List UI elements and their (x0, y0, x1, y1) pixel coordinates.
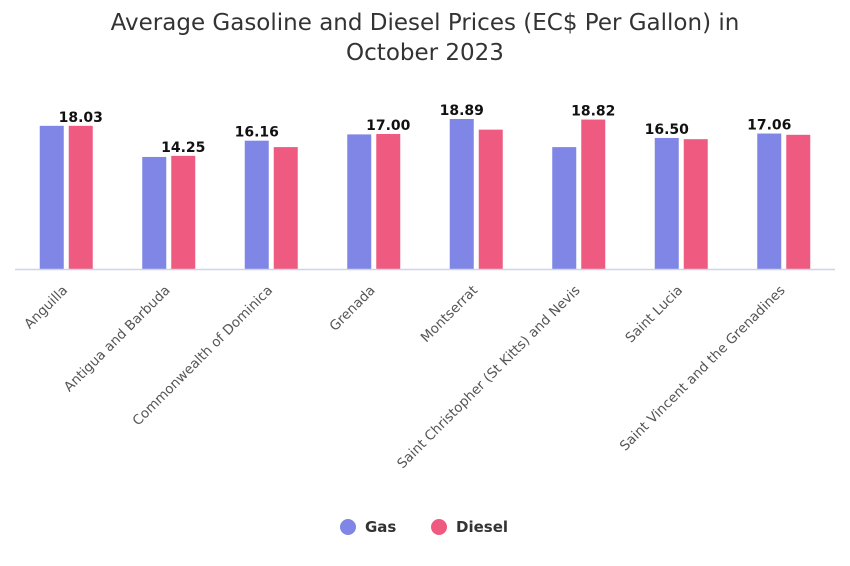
bar-diesel-saint-christopher-st-kitts-and-nevis[interactable]: Saint Christopher (St Kitts) and Nevis —… (581, 119, 606, 269)
x-tick-label-saint-lucia: Saint Lucia (622, 283, 686, 347)
bar-diesel-montserrat[interactable]: Montserrat — Diesel: 17.55 (478, 129, 503, 269)
bar-gas-saint-lucia[interactable]: Saint Lucia — Gas: 16.5 (654, 137, 679, 269)
bar-diesel-grenada[interactable]: Grenada — Diesel: 17 (376, 134, 401, 269)
data-label-commonwealth-of-dominica: 16.16 (235, 125, 279, 141)
bar-gas-grenada[interactable]: Grenada — Gas: 16.95 (347, 134, 372, 269)
chart-title: Average Gasoline and Diesel Prices (EC$ … (0, 8, 850, 68)
x-tick-label-saint-vincent-and-the-grenadines: Saint Vincent and the Grenadines (617, 283, 789, 455)
data-label-montserrat: 18.89 (440, 103, 484, 119)
data-label-saint-christopher-st-kitts-and-nevis: 18.82 (571, 104, 615, 120)
x-tick-label-montserrat: Montserrat (418, 283, 481, 346)
bar-diesel-saint-lucia[interactable]: Saint Lucia — Diesel: 16.35 (683, 139, 708, 269)
bar-diesel-anguilla[interactable]: Anguilla — Diesel: 18.03 (68, 125, 93, 269)
bar-gas-saint-christopher-st-kitts-and-nevis[interactable]: Saint Christopher (St Kitts) and Nevis —… (552, 147, 577, 269)
x-tick-label-saint-christopher-st-kitts-and-nevis: Saint Christopher (St Kitts) and Nevis (394, 283, 583, 472)
bar-gas-antigua-and-barbuda[interactable]: Antigua and Barbuda — Gas: 14.11 (142, 156, 167, 269)
legend-marker-diesel[interactable] (431, 519, 447, 535)
bar-gas-anguilla[interactable]: Anguilla — Gas: 18.03 (39, 125, 64, 269)
bar-diesel-commonwealth-of-dominica[interactable]: Commonwealth of Dominica — Diesel: 15.35 (273, 147, 298, 269)
legend-label-diesel[interactable]: Diesel (456, 518, 508, 536)
bar-gas-montserrat[interactable]: Montserrat — Gas: 18.89 (449, 119, 474, 269)
bar-diesel-saint-vincent-and-the-grenadines[interactable]: Saint Vincent and the Grenadines — Diese… (786, 134, 811, 269)
chart-title-line-1: Average Gasoline and Diesel Prices (EC$ … (110, 10, 740, 36)
data-label-grenada: 17.00 (366, 118, 411, 134)
data-label-antigua-and-barbuda: 14.25 (161, 140, 205, 156)
data-label-saint-lucia: 16.50 (645, 122, 690, 138)
x-tick-label-antigua-and-barbuda: Antigua and Barbuda (61, 283, 174, 396)
bar-gas-saint-vincent-and-the-grenadines[interactable]: Saint Vincent and the Grenadines — Gas: … (757, 133, 782, 269)
bar-gas-commonwealth-of-dominica[interactable]: Commonwealth of Dominica — Gas: 16.16 (244, 140, 269, 269)
chart-title-line-2: October 2023 (346, 40, 504, 66)
bar-diesel-antigua-and-barbuda[interactable]: Antigua and Barbuda — Diesel: 14.25 (171, 155, 196, 269)
data-label-saint-vincent-and-the-grenadines: 17.06 (747, 118, 791, 134)
data-label-anguilla: 18.03 (59, 110, 103, 126)
x-tick-label-grenada: Grenada (326, 283, 378, 335)
x-tick-label-anguilla: Anguilla (21, 283, 71, 333)
legend-label-gas[interactable]: Gas (365, 518, 396, 536)
legend-marker-gas[interactable] (340, 519, 356, 535)
